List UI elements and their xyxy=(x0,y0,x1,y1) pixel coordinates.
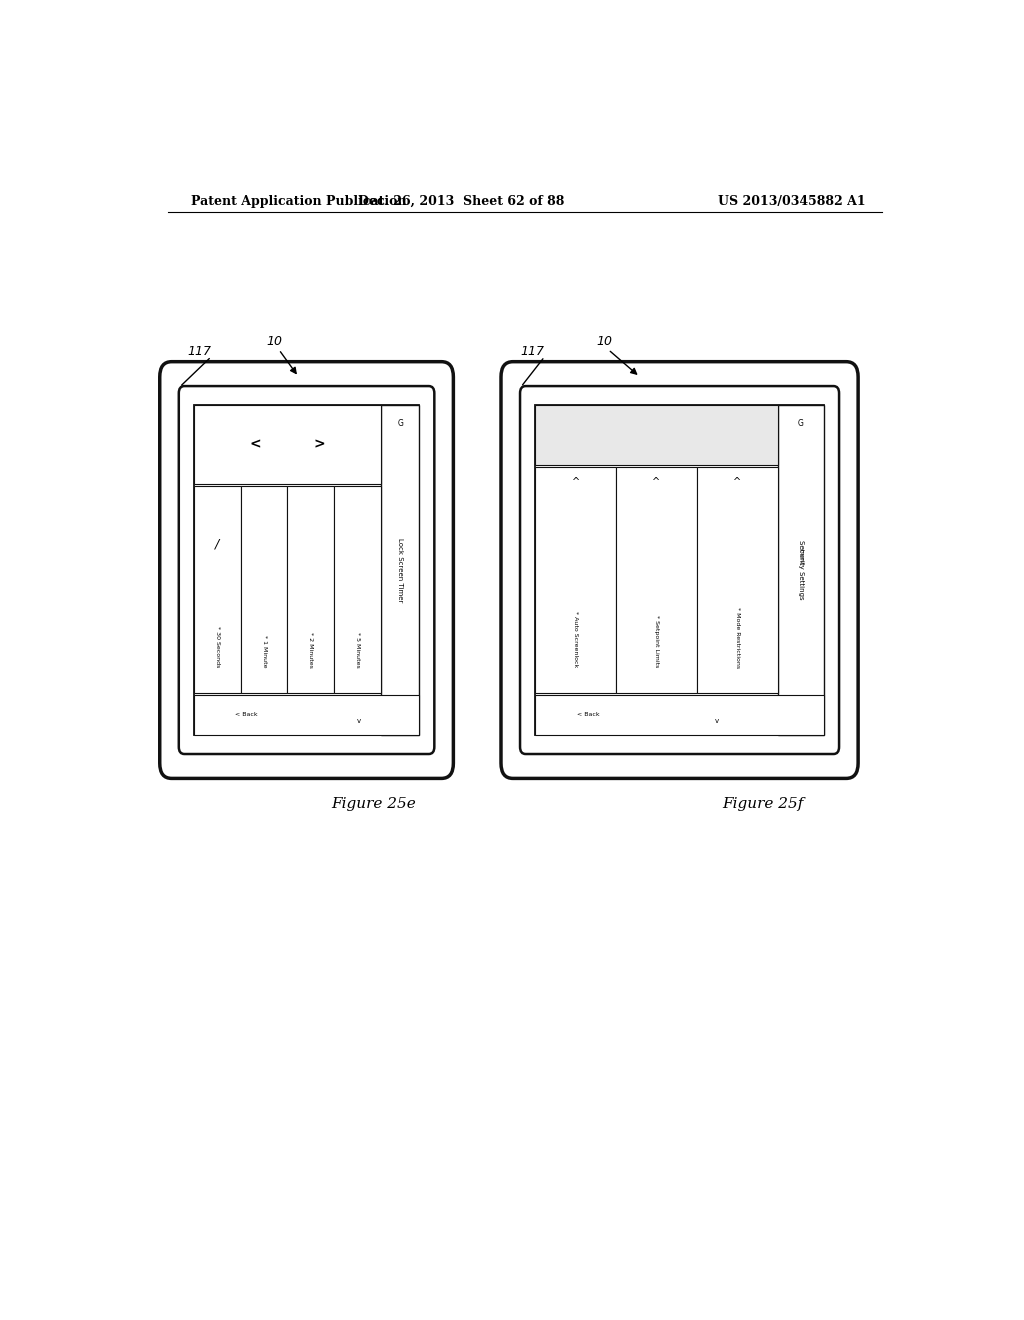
Text: Lock Screen Timer: Lock Screen Timer xyxy=(397,537,403,602)
Text: /: / xyxy=(215,537,219,550)
Text: <: < xyxy=(250,438,261,451)
Bar xyxy=(536,405,824,735)
Text: Figure 25f: Figure 25f xyxy=(722,797,804,810)
FancyBboxPatch shape xyxy=(179,385,434,754)
Text: G: G xyxy=(798,420,804,428)
Bar xyxy=(288,487,334,693)
Text: 10: 10 xyxy=(267,335,283,348)
Text: ^: ^ xyxy=(652,477,660,487)
Bar xyxy=(778,405,824,735)
Bar xyxy=(194,487,241,693)
Text: Figure 25e: Figure 25e xyxy=(332,797,417,810)
Bar xyxy=(194,405,381,484)
Text: >: > xyxy=(313,438,325,451)
FancyBboxPatch shape xyxy=(160,362,454,779)
Text: v: v xyxy=(715,718,719,723)
Bar xyxy=(334,487,381,693)
Bar xyxy=(381,405,419,735)
Text: * 30 Seconds: * 30 Seconds xyxy=(215,627,220,668)
Bar xyxy=(241,487,288,693)
Text: * Auto Screenlock: * Auto Screenlock xyxy=(573,611,579,668)
Text: * Setpoint Limits: * Setpoint Limits xyxy=(654,615,658,668)
FancyBboxPatch shape xyxy=(520,385,839,754)
Text: ^: ^ xyxy=(571,477,580,487)
Text: US 2013/0345882 A1: US 2013/0345882 A1 xyxy=(719,194,866,207)
Text: < Back: < Back xyxy=(234,713,258,718)
Text: * 5 Minutes: * 5 Minutes xyxy=(355,632,360,668)
Bar xyxy=(194,405,419,735)
Text: G: G xyxy=(397,420,403,428)
Text: ^: ^ xyxy=(733,477,741,487)
Bar xyxy=(536,696,824,735)
Bar xyxy=(536,467,616,693)
Text: * 1 Minute: * 1 Minute xyxy=(261,635,266,668)
Bar xyxy=(194,696,419,735)
Text: * 2 Minutes: * 2 Minutes xyxy=(308,632,313,668)
Text: Security Settings: Security Settings xyxy=(798,540,804,599)
Text: 10: 10 xyxy=(596,335,612,348)
Text: * Mode Restrictions: * Mode Restrictions xyxy=(735,607,739,668)
Bar xyxy=(536,405,778,465)
Text: v: v xyxy=(356,718,360,723)
Text: < Back: < Back xyxy=(578,713,600,718)
Text: 117: 117 xyxy=(187,345,212,358)
Text: 117: 117 xyxy=(521,345,545,358)
Text: Dec. 26, 2013  Sheet 62 of 88: Dec. 26, 2013 Sheet 62 of 88 xyxy=(358,194,564,207)
Bar xyxy=(616,467,697,693)
Text: (menu): (menu) xyxy=(799,548,804,566)
Bar xyxy=(697,467,778,693)
Text: Patent Application Publication: Patent Application Publication xyxy=(191,194,407,207)
FancyBboxPatch shape xyxy=(501,362,858,779)
